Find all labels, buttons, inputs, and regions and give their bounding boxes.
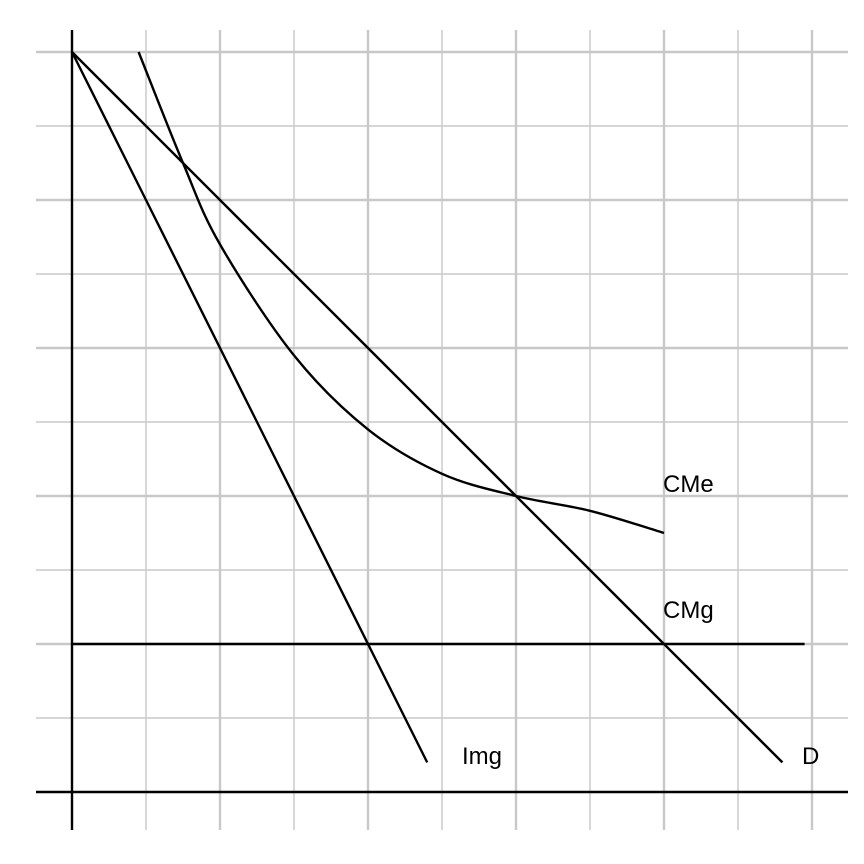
- axes: [36, 30, 848, 830]
- series-label-cme: CMe: [663, 471, 714, 498]
- series-label-d: D: [802, 743, 819, 770]
- grid: [36, 30, 848, 830]
- series-line-img: [70, 51, 429, 763]
- series-line-d: [71, 51, 784, 764]
- series-line-cme: [137, 51, 665, 535]
- series-label-img: Img: [462, 743, 502, 770]
- series-labels: D Img CMe CMg: [462, 471, 819, 770]
- series-label-cmg: CMg: [663, 597, 714, 624]
- series-lines: [70, 51, 805, 764]
